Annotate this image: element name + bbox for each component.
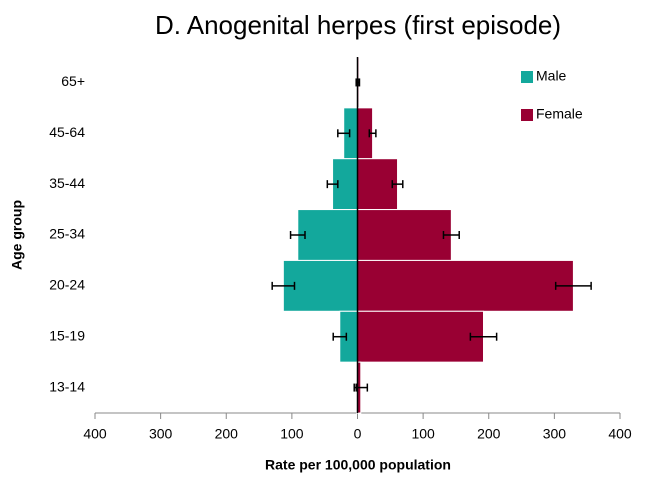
y-axis-title: Age group bbox=[9, 200, 25, 270]
x-tick-label: 100 bbox=[280, 426, 304, 442]
y-tick-label: 15-19 bbox=[49, 327, 85, 343]
x-tick-label: 400 bbox=[83, 426, 107, 442]
y-tick-label: 45-64 bbox=[49, 124, 85, 140]
x-tick-label: 300 bbox=[149, 426, 173, 442]
legend-label: Female bbox=[536, 106, 583, 122]
bar bbox=[357, 310, 484, 363]
x-tick-label: 400 bbox=[608, 426, 632, 442]
x-tick-label: 200 bbox=[215, 426, 239, 442]
legend-label: Male bbox=[536, 68, 567, 84]
y-tick-label: 20-24 bbox=[49, 277, 85, 293]
chart-title: D. Anogenital herpes (first episode) bbox=[155, 10, 561, 40]
legend-swatch bbox=[521, 109, 533, 121]
x-tick-label: 0 bbox=[354, 426, 362, 442]
x-tick-label: 200 bbox=[477, 426, 501, 442]
bar bbox=[357, 209, 452, 261]
legend-swatch bbox=[521, 71, 533, 83]
bar bbox=[297, 209, 358, 261]
x-tick-label: 300 bbox=[543, 426, 567, 442]
y-tick-label: 13-14 bbox=[49, 378, 85, 394]
bar bbox=[282, 259, 358, 312]
y-tick-label: 35-44 bbox=[49, 175, 85, 191]
y-tick-label: 65+ bbox=[61, 73, 85, 89]
bar bbox=[357, 158, 399, 211]
x-axis-title: Rate per 100,000 population bbox=[265, 457, 451, 473]
bar bbox=[357, 259, 574, 312]
x-tick-label: 100 bbox=[411, 426, 435, 442]
y-tick-label: 25-34 bbox=[49, 226, 85, 242]
